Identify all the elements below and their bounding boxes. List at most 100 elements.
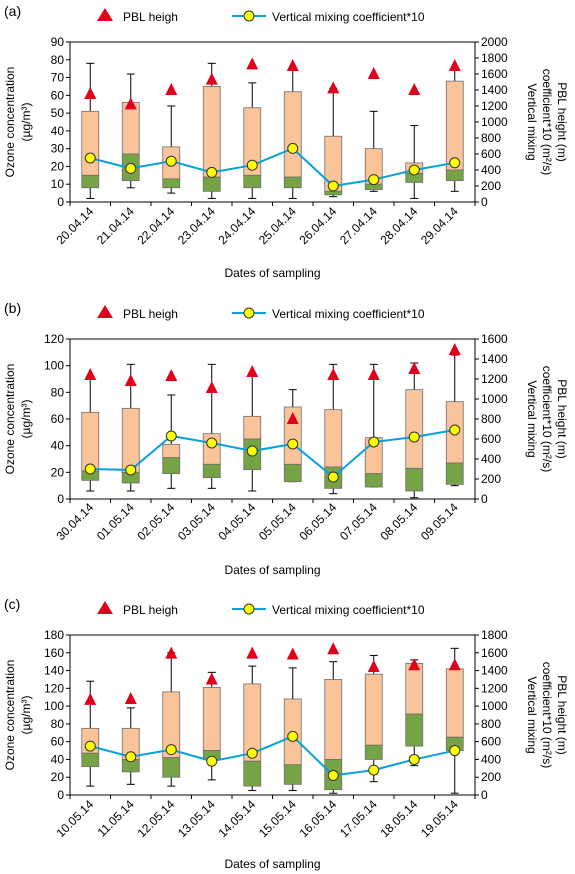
x-tick-label: 11.05.14 <box>95 797 138 840</box>
mixing-point <box>246 159 258 171</box>
y-axis-title-line2: (µg/m³) <box>19 400 33 439</box>
y2-axis-title-line3: PBL height (m) <box>555 379 569 459</box>
box-upper-quartile <box>324 679 343 760</box>
y2-axis-title-line2: coefficient*10 (m²/s) <box>540 662 554 768</box>
x-tick-label: 24.04.14 <box>215 204 258 247</box>
pbl-point <box>448 343 461 355</box>
pbl-point <box>448 59 461 71</box>
mixing-line <box>90 429 455 479</box>
mixing-point <box>449 745 461 757</box>
legend-pbl-marker <box>97 601 113 614</box>
box-6 <box>283 389 302 483</box>
legend-pbl-marker <box>97 8 113 21</box>
y2-tick-label: 0 <box>481 492 488 506</box>
x-tick-label: 08.05.14 <box>377 500 420 543</box>
x-tick-label: 01.05.14 <box>94 500 137 543</box>
legend-mix-marker <box>243 10 255 22</box>
box-lower-quartile <box>364 744 383 760</box>
y-tick-label: 160 <box>44 646 64 660</box>
y-tick-label: 90 <box>51 35 65 49</box>
legend: PBL heigh Vertical mixing coefficient*10 <box>97 601 425 617</box>
mixing-point <box>408 164 420 176</box>
x-tick-label: 25.04.14 <box>256 204 299 247</box>
legend-mix-label: Vertical mixing coefficient*10 <box>272 10 425 24</box>
box-10 <box>445 68 464 192</box>
box-2 <box>121 707 140 785</box>
panel-label: (a) <box>4 3 21 19</box>
pbl-point <box>84 87 97 99</box>
box-6 <box>283 667 302 792</box>
x-tick-label: 16.05.14 <box>296 797 339 840</box>
box-upper-quartile <box>162 443 181 459</box>
box-upper-quartile <box>405 663 424 715</box>
box-upper-quartile <box>445 80 464 171</box>
pbl-point <box>246 57 259 70</box>
box-lower-quartile <box>283 463 302 483</box>
box-upper-quartile <box>324 409 343 468</box>
mixing-point <box>368 764 380 776</box>
y2-axis-title-line2: coefficient*10 (m²/s) <box>540 366 554 472</box>
mixing-line <box>89 735 455 777</box>
y-tick-label: 0 <box>57 195 64 209</box>
y-tick-label: 50 <box>51 106 65 120</box>
y-axis-title-line1: Ozone concentration <box>3 364 17 475</box>
legend-pbl-marker <box>97 305 113 318</box>
y2-tick-label: 1400 <box>481 83 508 97</box>
mixing-point <box>84 463 96 475</box>
y2-tick-label: 1000 <box>481 115 508 129</box>
mixing-point <box>449 424 461 436</box>
mixing-point <box>206 437 218 449</box>
box-upper-quartile <box>202 687 221 751</box>
y-tick-label: 40 <box>51 439 65 453</box>
y2-tick-label: 1000 <box>481 392 508 406</box>
y-tick-label: 60 <box>51 88 65 102</box>
x-axis-title: Dates of sampling <box>224 266 320 280</box>
y2-axis-title-line1: Vertical mixing <box>525 83 539 160</box>
legend-mix-marker <box>243 603 255 615</box>
y2-tick-label: 2000 <box>481 35 508 49</box>
y2-tick-label: 1200 <box>481 372 508 386</box>
mixing-point <box>206 166 218 178</box>
box-lower-quartile <box>405 713 424 747</box>
y2-tick-label: 0 <box>481 195 488 209</box>
x-axis-title: Dates of sampling <box>224 563 320 577</box>
y2-tick-label: 1200 <box>481 99 508 113</box>
legend-mix-label: Vertical mixing coefficient*10 <box>272 603 425 617</box>
box-upper-quartile <box>445 668 464 738</box>
box-upper-quartile <box>364 673 383 746</box>
pbl-point <box>124 374 137 386</box>
pbl-point <box>367 67 380 79</box>
legend-mix-label: Vertical mixing coefficient*10 <box>272 307 425 321</box>
box-lower-quartile <box>283 764 302 785</box>
pbl-point <box>84 692 97 705</box>
chart-panel-1: (a) PBL heigh Vertical mixing coefficient*… <box>3 3 569 280</box>
pbl-point <box>408 362 421 374</box>
mixing-point <box>165 430 177 442</box>
pbl-point <box>367 368 380 380</box>
y2-axis-title-line3: PBL height (m) <box>555 675 569 755</box>
x-tick-label: 04.05.14 <box>215 500 258 543</box>
box-lower-quartile <box>364 473 383 488</box>
box-lower-quartile <box>243 174 262 189</box>
x-tick-label: 07.05.14 <box>337 500 380 543</box>
pbl-point <box>124 692 137 704</box>
mixing-point <box>327 471 339 483</box>
box-lower-quartile <box>445 462 464 485</box>
mixing-point <box>84 740 96 752</box>
legend-mix-marker <box>243 307 255 319</box>
pbl-point <box>246 646 259 659</box>
mixing-point <box>287 730 299 742</box>
box-upper-quartile <box>81 110 100 176</box>
pbl-point <box>327 81 340 94</box>
box-lower-quartile <box>202 176 221 192</box>
y2-tick-label: 400 <box>481 752 501 766</box>
panel-label: (b) <box>4 300 21 316</box>
y-tick-label: 80 <box>51 53 65 67</box>
x-tick-label: 21.04.14 <box>94 204 137 247</box>
pbl-point <box>327 368 340 380</box>
y-tick-label: 80 <box>51 385 65 399</box>
y-tick-label: 120 <box>44 332 64 346</box>
x-tick-label: 02.05.14 <box>134 500 177 543</box>
y2-tick-label: 600 <box>481 735 501 749</box>
x-tick-label: 23.04.14 <box>175 204 218 247</box>
